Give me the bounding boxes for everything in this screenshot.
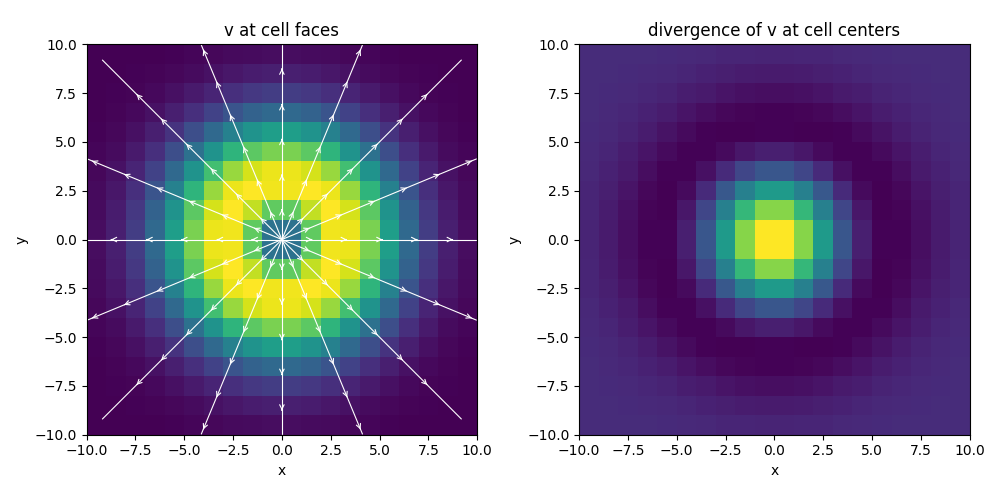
Y-axis label: y: y — [15, 236, 29, 244]
Y-axis label: y: y — [508, 236, 522, 244]
Title: divergence of v at cell centers: divergence of v at cell centers — [648, 22, 900, 40]
Title: v at cell faces: v at cell faces — [224, 22, 339, 40]
X-axis label: x: x — [770, 464, 779, 478]
X-axis label: x: x — [278, 464, 286, 478]
